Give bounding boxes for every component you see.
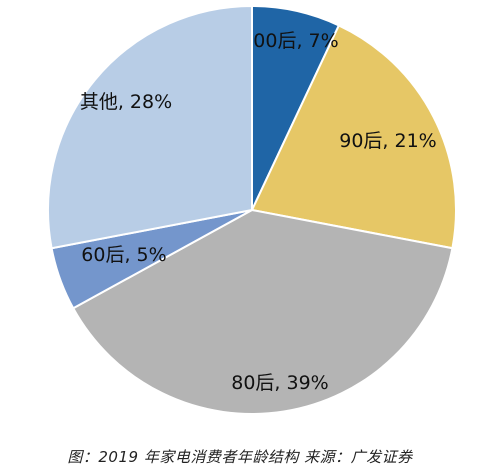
slice-label-60: 60后, 5% xyxy=(81,244,166,266)
pie-slice-80 xyxy=(71,208,454,415)
slice-label-00: 00后, 7% xyxy=(253,30,338,52)
slice-label-80: 80后, 39% xyxy=(231,372,329,394)
pie-labels: 00后, 7% 90后, 21% 80后, 39% 60后, 5% 其他, 28… xyxy=(80,30,437,394)
slice-label-90: 90后, 21% xyxy=(339,130,437,152)
pie-slice-other xyxy=(47,4,253,250)
slice-label-other: 其他, 28% xyxy=(80,91,172,113)
source-caption: 图：2019 年家电消费者年龄结构 来源：广发证券 xyxy=(67,448,413,466)
pie-slice-90 xyxy=(250,24,457,250)
pie-slices xyxy=(47,4,457,415)
